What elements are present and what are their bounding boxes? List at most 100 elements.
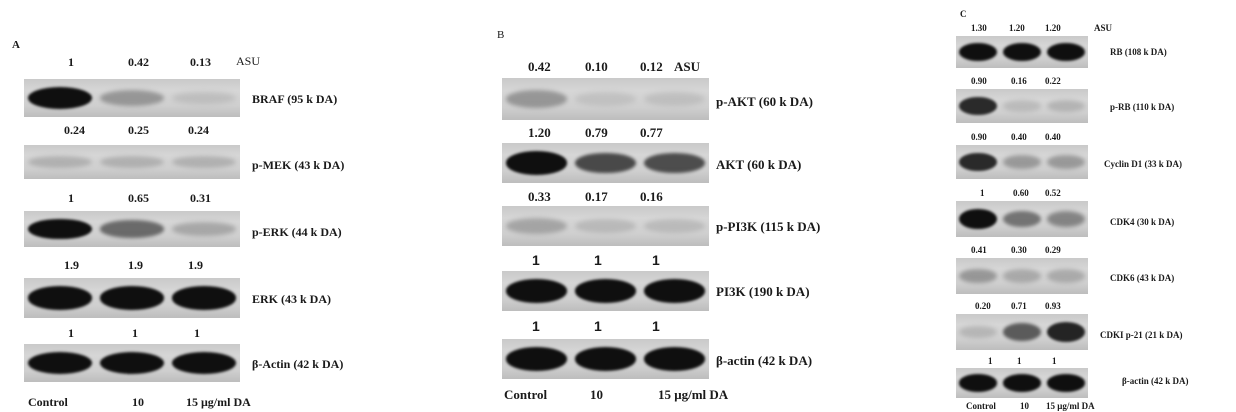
blot-band (958, 325, 998, 339)
blot-value: 0.25 (128, 123, 149, 137)
blot-band (1002, 210, 1042, 228)
blot-value: 0.79 (585, 125, 608, 140)
blot-band (100, 220, 164, 238)
panel-b-letter: B (497, 29, 505, 41)
blot-band (506, 347, 567, 371)
blot-band (506, 90, 567, 108)
blot-value: 0.17 (585, 189, 608, 204)
lane-label: 10 (590, 387, 603, 402)
blot-value: 0.12 (640, 59, 663, 74)
blot-label: BRAF (95 k DA) (252, 92, 338, 106)
blot-value: 1 (68, 191, 74, 205)
blot-band (1002, 154, 1042, 169)
blot-band (28, 286, 92, 310)
blot-band (958, 96, 998, 116)
blot-value: 1.9 (188, 258, 203, 272)
blot-band (28, 86, 92, 109)
blot-value: 0.71 (1011, 301, 1027, 311)
blot-cdki-p21 (956, 314, 1088, 350)
blot-band (1002, 374, 1042, 392)
blot-band (575, 279, 636, 303)
blot-band (28, 218, 92, 240)
blot-value: 0.31 (190, 191, 211, 205)
blot-label: Cyclin D1 (33 k DA) (1104, 159, 1182, 169)
blot-value: 1 (68, 55, 74, 69)
blot-value: 0.77 (640, 125, 663, 140)
blot-cdk6 (956, 258, 1088, 294)
blot-label: p-ERK (44 k DA) (252, 225, 342, 239)
blot-value: 0.40 (1011, 132, 1027, 142)
blot-band (644, 279, 705, 303)
blot-band (958, 374, 998, 392)
panel-a-asu-label: ASU (236, 54, 261, 68)
blot-value: 1 (194, 326, 200, 340)
blot-band (172, 155, 236, 169)
blot-p-akt (502, 78, 709, 120)
blot-value: 1 (532, 318, 540, 334)
blot-label: p-PI3K (115 k DA) (716, 219, 821, 234)
blot-value: 0.24 (188, 123, 209, 137)
blot-band (1002, 269, 1042, 283)
blot-value: 0.90 (971, 76, 987, 86)
blot-value: 0.16 (640, 189, 663, 204)
blot-label: AKT (60 k DA) (716, 157, 802, 172)
lane-label: 10 (1020, 401, 1029, 411)
lane-label: 15 μg/ml DA (186, 395, 251, 409)
blot-value: 1 (652, 318, 660, 334)
blot-label: β-Actin (42 k DA) (252, 357, 344, 371)
blot-label: CDKI p-21 (21 k DA) (1100, 330, 1183, 340)
blot-value: 0.52 (1045, 188, 1061, 198)
blot-band (172, 351, 236, 374)
blot-value: 1.20 (1009, 23, 1025, 33)
blot-value: 1.20 (1045, 23, 1061, 33)
blot-band (506, 279, 567, 303)
blot-value: 0.40 (1045, 132, 1061, 142)
blot-band (172, 222, 236, 236)
blot-value: 0.13 (190, 55, 211, 69)
blot-band (644, 219, 705, 233)
blot-band (172, 91, 236, 105)
blot-value: 0.93 (1045, 301, 1061, 311)
blot-beta-actin (24, 344, 240, 382)
blot-value: 1 (132, 326, 138, 340)
blot-value: 0.30 (1011, 245, 1027, 255)
blot-label: CDK4 (30 k DA) (1110, 217, 1175, 227)
blot-beta-actin (502, 339, 709, 379)
blot-band (958, 42, 998, 62)
blot-band (575, 219, 636, 233)
lane-label: Control (504, 387, 548, 402)
blot-p-rb (956, 89, 1088, 123)
blot-band (1046, 210, 1086, 227)
lane-label: 15 μg/ml DA (658, 387, 729, 402)
blot-value: 0.42 (528, 59, 551, 74)
blot-band (28, 155, 92, 169)
blot-band (1002, 323, 1042, 341)
blot-band (506, 151, 567, 175)
blot-value: 0.29 (1045, 245, 1061, 255)
blot-band (100, 286, 164, 310)
panel-b-asu-label: ASU (674, 59, 701, 74)
blot-label: CDK6 (43 k DA) (1110, 273, 1175, 283)
blot-value: 0.90 (971, 132, 987, 142)
blot-value: 1 (1017, 356, 1022, 366)
blot-label: p-MEK (43 k DA) (252, 158, 345, 172)
blot-value: 1 (652, 252, 660, 268)
blot-value: 1 (1052, 356, 1057, 366)
blot-value: 0.41 (971, 245, 987, 255)
panel-a-letter: A (12, 39, 20, 51)
blot-beta-actin (956, 368, 1088, 398)
blot-p-mek (24, 145, 240, 179)
blot-band (644, 347, 705, 371)
blot-braf (24, 79, 240, 117)
blot-label: PI3K (190 k DA) (716, 284, 810, 299)
blot-value: 1.9 (64, 258, 79, 272)
blot-value: 0.33 (528, 189, 551, 204)
blot-value: 1 (988, 356, 993, 366)
blot-label: RB (108 k DA) (1110, 47, 1167, 57)
blot-value: 0.65 (128, 191, 149, 205)
blot-value: 0.42 (128, 55, 149, 69)
blot-value: 0.24 (64, 123, 85, 137)
blot-label: p-RB (110 k DA) (1110, 102, 1175, 112)
blot-value: 1 (68, 326, 74, 340)
blot-value: 1 (594, 252, 602, 268)
